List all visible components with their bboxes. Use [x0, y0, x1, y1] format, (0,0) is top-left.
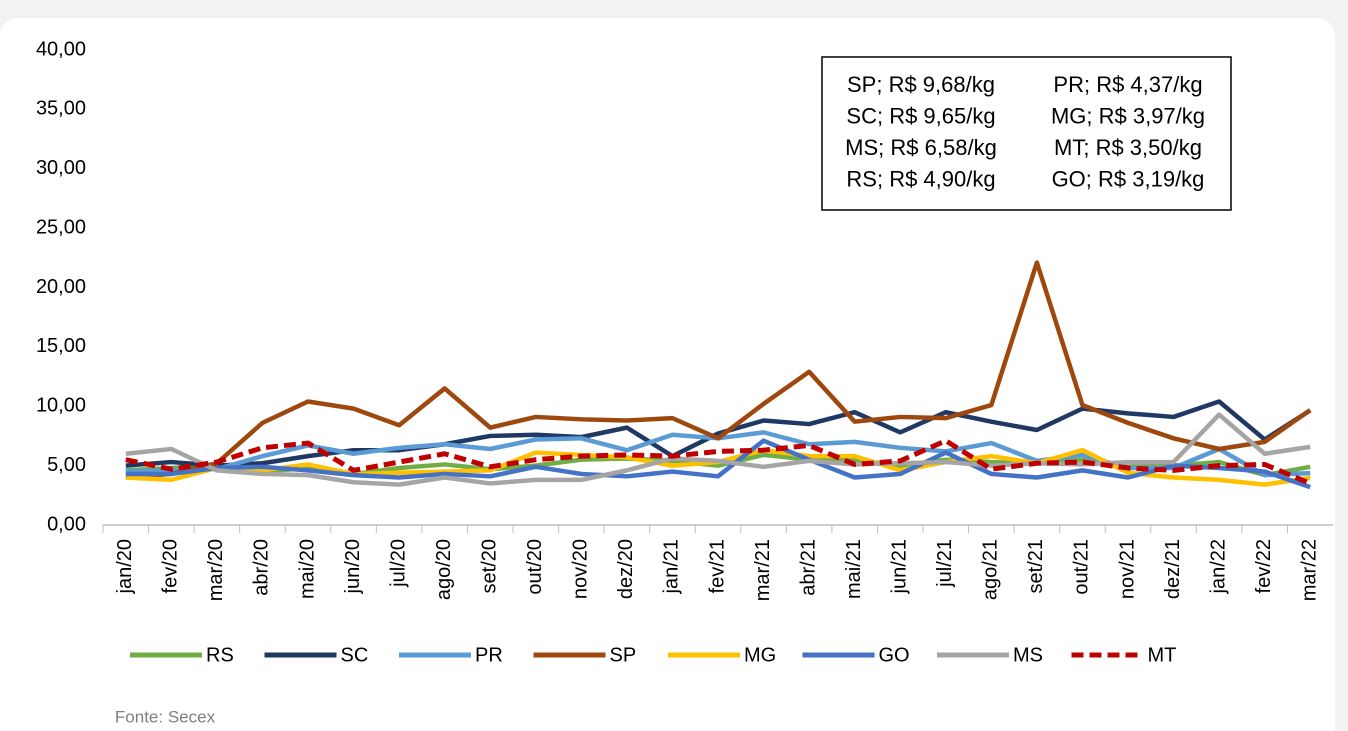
annotation: RS; R$ 4,90/kg: [846, 166, 995, 191]
x-tick-label: dez/20: [615, 539, 637, 599]
x-tick-label: ago/21: [980, 539, 1002, 600]
y-tick-label: 0,00: [47, 513, 86, 535]
series-line: [125, 260, 1312, 480]
series-line: [125, 438, 1312, 486]
x-tick-label: jul/20: [387, 539, 409, 588]
y-tick-label: 30,00: [36, 157, 86, 179]
x-tick-label: fev/21: [706, 539, 728, 593]
x-tick-label: mar/21: [752, 539, 774, 601]
x-tick-label: jan/21: [661, 539, 683, 595]
annotation: MS; R$ 6,58/kg: [845, 135, 997, 160]
y-tick-label: 10,00: [36, 395, 86, 417]
x-tick-label: mar/20: [205, 539, 227, 601]
annotation: MT; R$ 3,50/kg: [1054, 135, 1202, 160]
legend-label: RS: [206, 644, 234, 666]
x-tick-label: jan/22: [1207, 539, 1229, 595]
legend-label: MT: [1148, 644, 1177, 666]
annotation-box: [821, 56, 1232, 211]
x-tick-label: mai/20: [296, 539, 318, 599]
legend-label: PR: [475, 644, 503, 666]
y-tick-label: 25,00: [36, 216, 86, 238]
x-tick-label: dez/21: [1162, 539, 1184, 599]
x-tick-label: mar/22: [1299, 539, 1321, 601]
legend-label: MG: [744, 644, 776, 666]
legend-label: MS: [1013, 644, 1043, 666]
legend-label: SC: [341, 644, 369, 666]
x-tick-label: set/20: [479, 539, 501, 593]
x-tick-label: jan/20: [114, 539, 136, 595]
source: Fonte: Secex: [115, 707, 216, 726]
x-tick-label: jun/20: [342, 539, 364, 595]
x-tick-label: mai/21: [843, 539, 865, 599]
annotation: GO; R$ 3,19/kg: [1052, 166, 1205, 191]
annotation: PR; R$ 4,37/kg: [1053, 72, 1202, 97]
annotation: SC; R$ 9,65/kg: [846, 103, 995, 128]
x-tick-label: set/21: [1025, 539, 1047, 593]
x-tick-label: abr/21: [797, 539, 819, 596]
x-tick-label: fev/22: [1253, 539, 1275, 593]
y-tick-label: 35,00: [36, 98, 86, 120]
x-tick-label: out/20: [524, 539, 546, 595]
x-tick-label: fev/20: [160, 539, 182, 593]
x-tick-label: out/21: [1071, 539, 1093, 595]
x-tick-label: jun/21: [889, 539, 911, 595]
annotation: MG; R$ 3,97/kg: [1051, 103, 1205, 128]
x-tick-label: ago/20: [433, 539, 455, 600]
y-tick-label: 5,00: [47, 454, 86, 476]
series-line: [125, 438, 1311, 490]
legend-label: GO: [879, 644, 910, 666]
y-tick-label: 40,00: [36, 38, 86, 60]
x-tick-label: jul/21: [934, 539, 956, 588]
series-line: [125, 412, 1311, 487]
x-tick-label: abr/20: [251, 539, 273, 596]
y-tick-label: 20,00: [36, 276, 86, 298]
legend-label: SP: [610, 644, 637, 666]
x-tick-label: nov/20: [570, 539, 592, 599]
annotation: SP; R$ 9,68/kg: [847, 72, 995, 97]
y-tick-label: 15,00: [36, 335, 86, 357]
x-tick-label: nov/21: [1116, 539, 1138, 599]
